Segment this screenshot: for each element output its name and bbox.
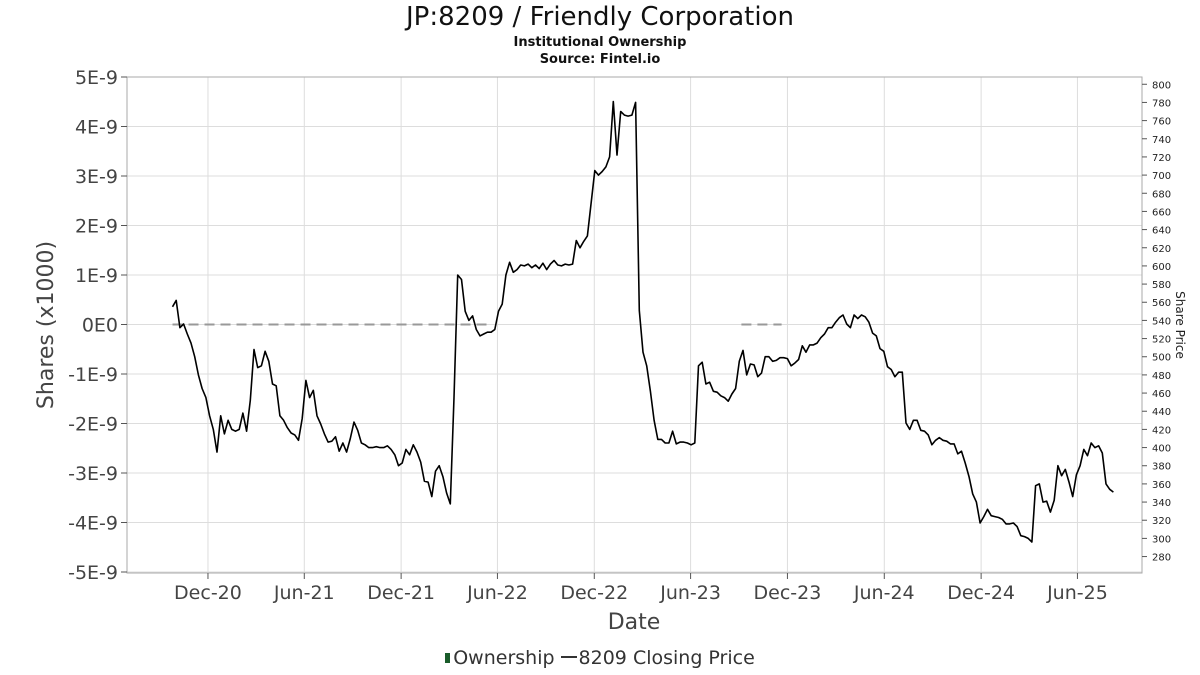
x-tick-label: Jun-22 (466, 582, 528, 604)
x-tick-label: Jun-25 (1046, 582, 1108, 604)
legend-ownership: Ownership (453, 647, 555, 669)
left-tick-label: -1E-9 (68, 364, 118, 386)
y-axis-left-label: Shares (x1000) (34, 241, 59, 409)
right-tick-label: 420 (1152, 425, 1171, 436)
chart-area: 5E-9 4E-9 3E-9 2E-9 1E-9 0E0 -1E-9 -2E-9 -3E-9 -4… (34, 67, 1187, 635)
left-tick-label: 3E-9 (75, 166, 118, 188)
right-tick-label: 540 (1152, 316, 1171, 327)
right-tick-label: 780 (1152, 98, 1171, 109)
chart-title: JP:8209 / Friendly Corporation (406, 2, 794, 32)
right-tick-label: 700 (1152, 171, 1171, 182)
left-axis: 5E-9 4E-9 3E-9 2E-9 1E-9 0E0 -1E-9 -2E-9 -3E-9 -4… (68, 67, 127, 584)
left-tick-label: -3E-9 (68, 463, 118, 485)
right-tick-label: 800 (1152, 80, 1171, 91)
right-tick-label: 680 (1152, 189, 1171, 200)
left-tick-label: -4E-9 (68, 513, 118, 535)
left-tick-label: 5E-9 (75, 67, 118, 89)
right-tick-label: 520 (1152, 335, 1171, 346)
gridlines (127, 76, 1142, 573)
chart-subtitle: Institutional Ownership (513, 35, 687, 50)
right-tick-label: 740 (1152, 135, 1171, 146)
right-tick-label: 300 (1152, 534, 1171, 545)
left-tick-label: 4E-9 (75, 117, 118, 139)
price-series-line (171, 100, 1114, 543)
right-tick-label: 380 (1152, 462, 1171, 473)
left-tick-label: -5E-9 (68, 562, 118, 584)
legend: Ownership 8209 Closing Price (0, 647, 1200, 669)
x-tick-label: Dec-21 (367, 582, 435, 604)
right-tick-label: 660 (1152, 207, 1171, 218)
right-tick-label: 480 (1152, 371, 1171, 382)
x-axis-label: Date (608, 610, 661, 635)
left-tick-label: -2E-9 (68, 414, 118, 436)
right-tick-label: 720 (1152, 153, 1171, 164)
x-tick-label: Dec-20 (174, 582, 242, 604)
left-tick-label: 1E-9 (75, 265, 118, 287)
x-tick-label: Jun-23 (659, 582, 721, 604)
x-tick-label: Dec-22 (560, 582, 628, 604)
right-tick-label: 620 (1152, 244, 1171, 255)
legend-price: 8209 Closing Price (578, 647, 755, 669)
ownership-legend-swatch (445, 653, 451, 663)
chart-source: Source: Fintel.io (539, 52, 661, 67)
right-tick-label: 640 (1152, 226, 1171, 237)
right-tick-label: 580 (1152, 280, 1171, 291)
y-axis-right-label: Share Price (1173, 291, 1187, 359)
price-legend-swatch (560, 656, 577, 658)
right-tick-label: 600 (1152, 262, 1171, 273)
right-tick-label: 280 (1152, 553, 1171, 564)
x-tick-label: Jun-24 (853, 582, 915, 604)
right-tick-label: 460 (1152, 389, 1171, 400)
right-tick-label: 760 (1152, 117, 1171, 128)
left-tick-label: 0E0 (82, 315, 118, 337)
right-tick-label: 440 (1152, 407, 1171, 418)
right-tick-label: 320 (1152, 516, 1171, 527)
x-axis: Dec-20 Jun-21 Dec-21 Jun-22 Dec-22 Jun-23 Dec-… (174, 573, 1108, 604)
right-tick-label: 340 (1152, 498, 1171, 509)
x-tick-label: Dec-24 (947, 582, 1015, 604)
x-tick-label: Jun-21 (273, 582, 335, 604)
left-tick-label: 2E-9 (75, 216, 118, 238)
right-tick-label: 560 (1152, 298, 1171, 309)
x-tick-label: Dec-23 (754, 582, 822, 604)
right-tick-label: 400 (1152, 444, 1171, 455)
right-tick-label: 500 (1152, 353, 1171, 364)
right-axis: 280 300 320 340 360 380 400 420 440 460 480 500 520 5… (1142, 80, 1171, 564)
right-tick-label: 360 (1152, 480, 1171, 491)
